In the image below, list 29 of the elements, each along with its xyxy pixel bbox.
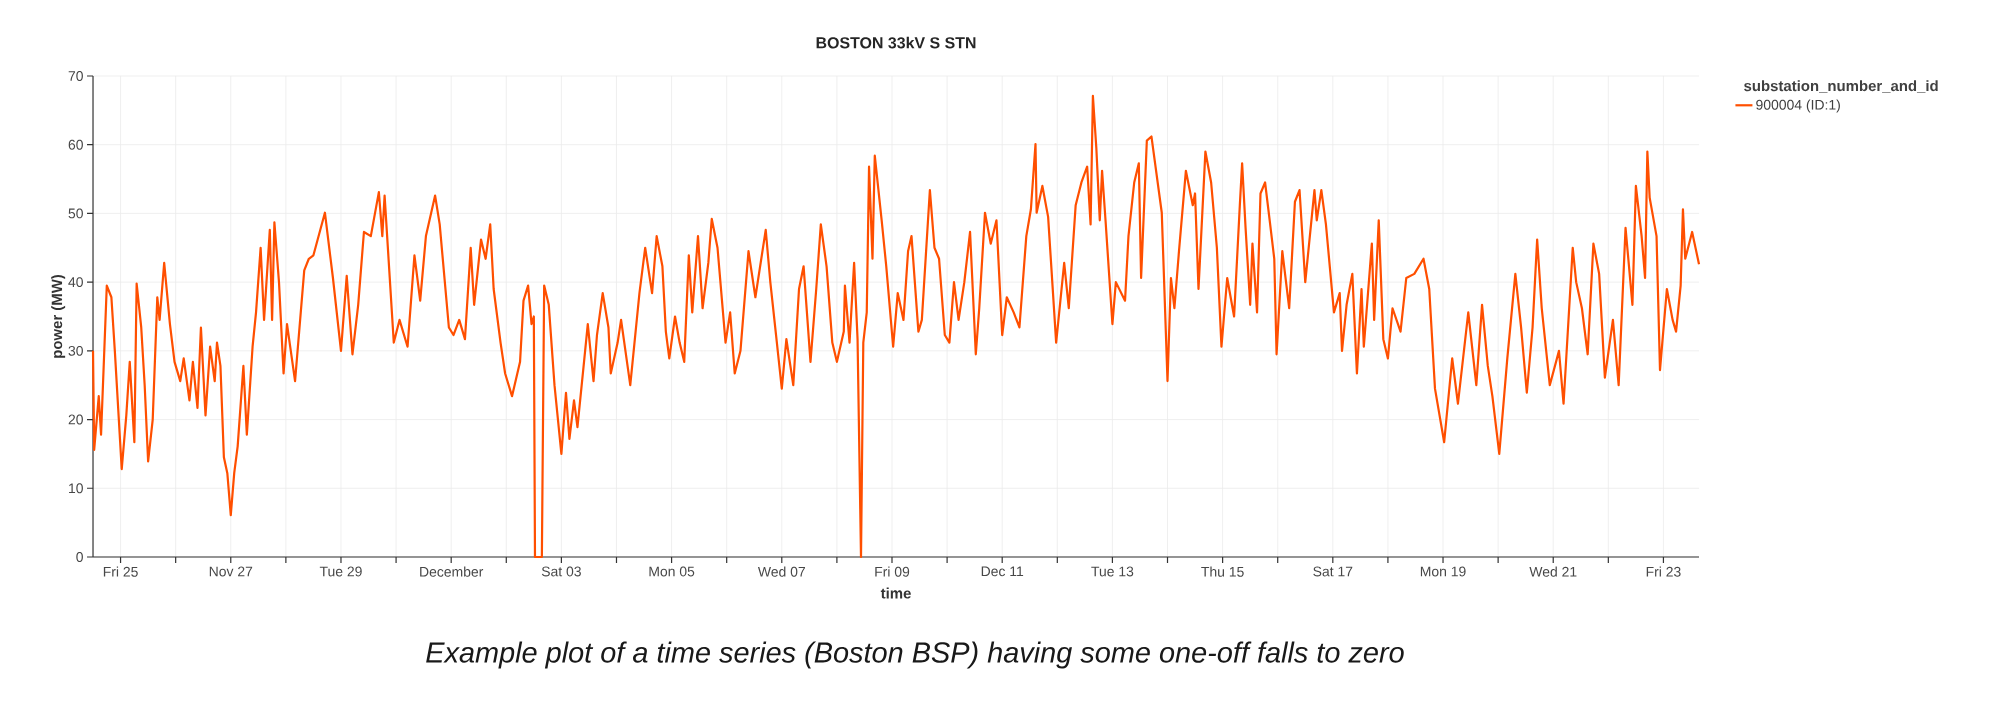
- x-tick-label: Dec 11: [981, 566, 1024, 577]
- y-tick-label: 10: [69, 483, 83, 494]
- x-tick-label: Mon 05: [649, 566, 695, 577]
- x-tick-label: Fri 25: [103, 566, 138, 577]
- x-tick-label: Tue 13: [1091, 566, 1134, 577]
- y-tick-label: 40: [68, 277, 83, 288]
- legend-label: 900004 (ID:1): [1756, 99, 1840, 113]
- y-tick-label: 70: [68, 71, 83, 81]
- x-tick-label: Sat 03: [541, 566, 581, 577]
- x-tick-label: Fri 09: [875, 566, 910, 577]
- x-tick-label: Mon 19: [1420, 566, 1466, 577]
- y-tick-label: 20: [68, 414, 83, 425]
- y-tick-label: 60: [68, 139, 83, 150]
- legend-title: substation_number_and_id: [1744, 80, 1938, 93]
- text: Example plot of a time series (Boston BSP) having some one-off falls to zero: [426, 641, 1404, 669]
- x-tick-label: Thu 15: [1201, 566, 1244, 577]
- y-axis-title: power (MW): [51, 274, 66, 358]
- y-tick-label: 0: [76, 552, 83, 562]
- x-tick-label: Sat 17: [1313, 566, 1353, 577]
- x-tick-label: Nov 27: [209, 566, 253, 577]
- x-tick-label: December: [420, 566, 484, 577]
- y-tick-label: 30: [68, 345, 83, 356]
- x-tick-label: Wed 21: [1529, 566, 1577, 577]
- x-tick-label: Tue 29: [319, 566, 362, 577]
- x-tick-label: Fri 23: [1646, 566, 1681, 577]
- x-axis-title: time: [880, 587, 911, 599]
- x-tick-label: Wed 07: [757, 566, 805, 577]
- chart-title: BOSTON 33kV S STN: [816, 36, 976, 49]
- y-tick-label: 50: [68, 208, 83, 219]
